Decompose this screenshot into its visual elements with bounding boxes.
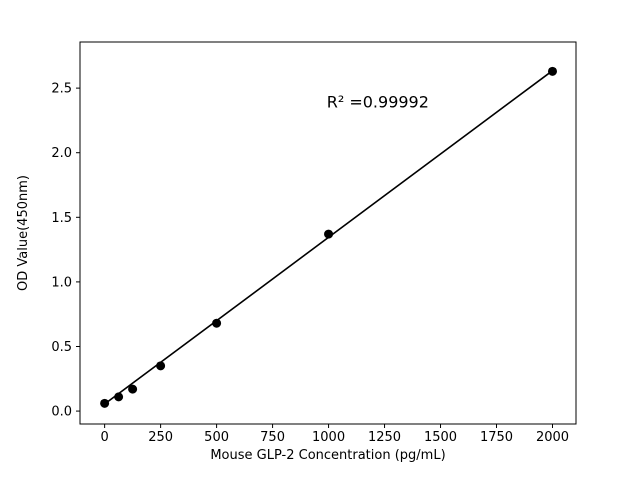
data-point (128, 384, 138, 394)
x-axis-label: Mouse GLP-2 Concentration (pg/mL) (210, 448, 445, 463)
x-tick-label: 0 (100, 430, 108, 445)
y-tick-label: 0.0 (51, 405, 72, 420)
axes-frame (79, 41, 577, 425)
x-tick-label: 1000 (312, 430, 345, 445)
data-point (100, 398, 110, 408)
data-point (324, 229, 334, 239)
y-tick-label: 1.0 (51, 275, 72, 290)
x-tick-label: 750 (260, 430, 285, 445)
x-tick-label: 1750 (480, 430, 513, 445)
data-point (212, 318, 222, 328)
x-tick-label: 1500 (424, 430, 457, 445)
y-tick-label: 1.5 (51, 211, 72, 226)
plot-area: 0 250 500 750 1000 1250 1500 1750 2000 0.0 0.5 1.0 1… (51, 41, 577, 445)
x-tick-label: 500 (204, 430, 229, 445)
data-point (547, 66, 557, 76)
x-tick-label: 250 (148, 430, 173, 445)
y-tick-label: 2.0 (51, 146, 72, 161)
y-axis-label: OD Value(450nm) (16, 175, 31, 291)
x-tick-label: 1250 (368, 430, 401, 445)
data-point (156, 361, 166, 371)
y-tick-label: 0.5 (51, 340, 72, 355)
r-squared-annotation: R² =0.99992 (327, 92, 429, 111)
x-tick-label: 2000 (536, 430, 569, 445)
y-tick-label: 2.5 (51, 82, 72, 97)
data-point (114, 392, 124, 402)
